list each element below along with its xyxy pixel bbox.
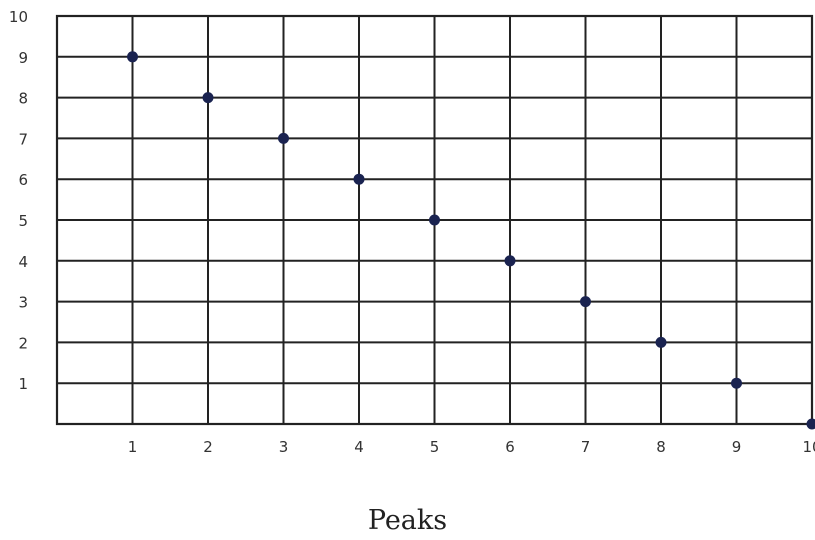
x-tick-labels: 1 2 3 4 5 6 7 8 9 10 [128,438,815,456]
x-tick-label: 2 [203,438,213,456]
data-point [278,132,289,144]
x-tick-label: 8 [656,438,666,456]
plot-frame [55,14,814,426]
y-tick-labels: 1 2 3 4 5 6 7 8 9 10 [9,8,28,393]
x-tick-label: 9 [732,438,742,456]
chart-caption: Peaks [367,505,448,536]
data-point [504,255,516,267]
y-tick-label: 2 [18,334,28,352]
y-tick-label: 3 [18,294,28,312]
y-tick-label: 5 [18,212,28,230]
y-tick-label: 1 [18,375,28,393]
data-point [580,296,591,308]
x-tick-label: 5 [430,438,440,456]
data-point [731,377,742,389]
y-tick-label: 9 [18,49,28,67]
y-tick-label: 4 [18,253,28,271]
x-tick-label: 4 [354,438,364,456]
data-point [806,418,815,430]
y-tick-label: 6 [18,171,28,189]
x-tick-label: 3 [279,438,289,456]
y-tick-label: 10 [9,8,28,26]
y-tick-label: 7 [18,130,28,148]
data-point [353,173,365,185]
data-point [429,214,440,226]
data-points [127,51,815,430]
data-point [127,51,138,63]
x-tick-label: 10 [802,438,815,456]
data-point [655,336,667,348]
x-tick-label: 1 [128,438,138,456]
data-point [202,92,214,104]
x-tick-label: 6 [505,438,515,456]
y-tick-label: 8 [18,90,28,108]
x-tick-label: 7 [581,438,591,456]
